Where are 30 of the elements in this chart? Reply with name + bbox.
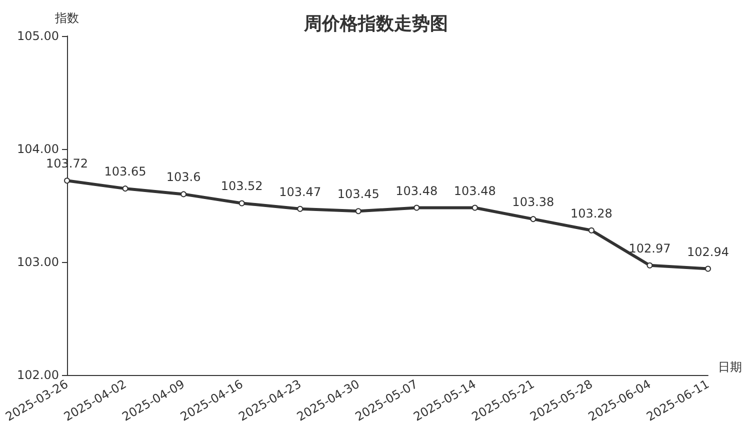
data-label: 102.97 (628, 241, 671, 256)
y-tick-label: 102.00 (17, 368, 59, 382)
point (705, 266, 711, 272)
data-label: 103.48 (454, 184, 496, 198)
data-label: 103.38 (512, 195, 554, 210)
data-label: 103.48 (396, 184, 438, 198)
point (472, 204, 478, 211)
point (530, 216, 536, 222)
y-tick-label: 104.00 (17, 142, 59, 156)
y-tick-label: 105.00 (17, 29, 59, 43)
point (122, 186, 128, 192)
data-label: 103.6 (166, 170, 201, 184)
data-label: 103.47 (279, 184, 322, 199)
y-axis-title: 指数 (54, 11, 79, 25)
point (588, 227, 594, 234)
point (414, 204, 420, 211)
data-label: 103.52 (220, 179, 263, 194)
point (355, 208, 362, 214)
data-label: 103.28 (570, 206, 612, 220)
y-tick-label: 103.00 (17, 255, 59, 269)
point (297, 206, 304, 212)
point (646, 262, 653, 268)
data-label: 103.65 (104, 164, 146, 179)
point (180, 191, 187, 198)
point (64, 178, 70, 184)
chart-title: 周价格指数走势图 (303, 14, 448, 34)
data-label: 102.94 (687, 244, 729, 259)
x-axis-title: 日期 (718, 360, 742, 374)
point (238, 200, 245, 206)
data-label: 103.45 (337, 187, 380, 202)
